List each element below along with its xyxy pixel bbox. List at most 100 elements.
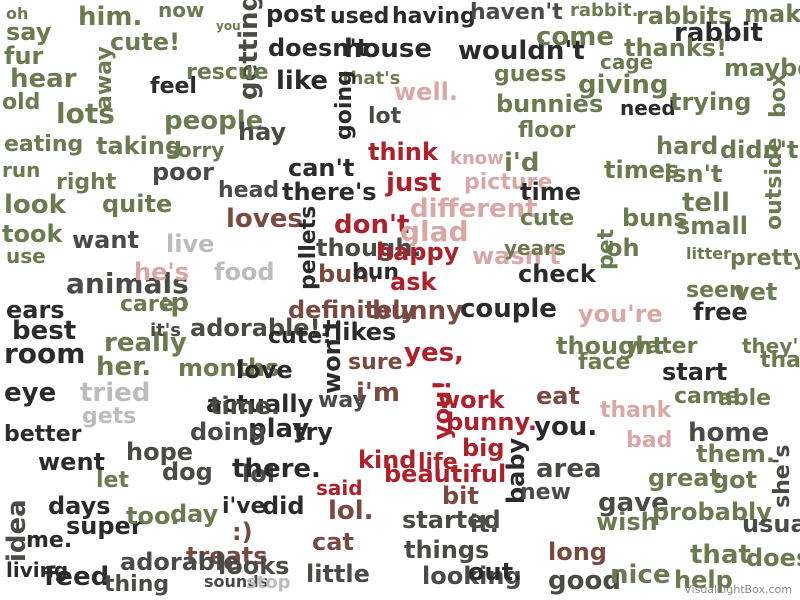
cloud-word: cage (600, 50, 654, 74)
cloud-word: though. (316, 234, 422, 262)
cloud-word: maybe (724, 54, 800, 82)
cloud-word: box (766, 72, 791, 118)
cloud-word: able (718, 386, 772, 411)
cloud-word: bun (352, 260, 400, 285)
cloud-word: sure (348, 350, 403, 375)
cloud-word: vet (734, 278, 778, 306)
cloud-word: happy (376, 238, 460, 266)
cloud-word: lot (368, 104, 402, 129)
cloud-word: getting (234, 0, 264, 100)
cloud-word: i'm (356, 378, 400, 408)
cloud-word: come (536, 22, 614, 52)
cloud-word: tried (80, 378, 151, 408)
cloud-word: day (170, 500, 219, 528)
cloud-word: new (520, 480, 571, 505)
cloud-word: them. (696, 440, 775, 468)
cloud-word: you're (578, 300, 663, 328)
cloud-word: room (4, 337, 86, 370)
cloud-word: live (166, 230, 215, 258)
cloud-word: him. (78, 2, 143, 32)
cloud-word: you. (534, 412, 598, 442)
cloud-word: started (402, 506, 501, 534)
cloud-word: right (56, 170, 117, 195)
cloud-word: litter (686, 244, 732, 263)
cloud-word: her. (96, 352, 152, 382)
cloud-word: face (578, 350, 631, 375)
cloud-word: beautiful (384, 460, 507, 488)
cloud-word: work (438, 386, 505, 414)
cloud-word: lol. (328, 496, 374, 526)
cloud-word: trying (670, 88, 752, 116)
cloud-word: feel (150, 74, 197, 99)
cloud-word: poor (152, 158, 214, 186)
cloud-word: thing (104, 572, 170, 597)
cloud-word: way (318, 388, 367, 413)
cloud-word: bad (626, 428, 673, 453)
cloud-word: house (344, 34, 432, 64)
cloud-word: help (674, 566, 733, 594)
cloud-word: times (604, 156, 680, 184)
cloud-word: want (72, 226, 139, 254)
cloud-word: small (676, 212, 748, 240)
cloud-word: thought (556, 332, 664, 360)
cloud-word: did (262, 492, 305, 520)
cloud-word: old (2, 90, 41, 115)
cloud-word: area (536, 454, 602, 484)
cloud-word: living (6, 558, 69, 582)
cloud-word: days (48, 492, 111, 520)
cloud-word: dog (162, 458, 213, 486)
cloud-word: super (66, 512, 143, 540)
cloud-word: there's (282, 178, 377, 206)
cloud-word: picture (464, 170, 553, 195)
cloud-word: great (648, 464, 721, 492)
cloud-word: looks (218, 552, 290, 580)
cloud-word: make (744, 0, 800, 28)
cloud-word: gave (598, 488, 669, 518)
cloud-word: that (690, 540, 751, 570)
cloud-word: different (410, 194, 538, 224)
cloud-word: think (368, 138, 438, 166)
cloud-word: lol (242, 460, 275, 488)
cloud-word: home (688, 418, 770, 448)
cloud-word: got (712, 466, 758, 494)
cloud-word: used (330, 4, 390, 29)
cloud-word: time. (210, 392, 281, 420)
cloud-word: best (12, 316, 77, 346)
cloud-word: stop (246, 572, 291, 593)
cloud-word: seen (686, 278, 745, 303)
cloud-word: isn't (664, 160, 723, 188)
cloud-word: sorry (166, 138, 225, 162)
cloud-word: ears (6, 296, 65, 324)
cloud-word: like (276, 66, 329, 96)
cloud-word: rabbit. (570, 0, 639, 21)
cloud-word: time (520, 178, 581, 206)
cloud-word: doesn't (268, 34, 369, 62)
cloud-word: they're (742, 334, 800, 358)
cloud-word: quite (102, 190, 173, 218)
cloud-word: does (746, 544, 800, 572)
cloud-word: bunny (372, 296, 464, 326)
cloud-word: nice (610, 560, 671, 590)
cloud-word: don't (334, 210, 410, 240)
cloud-word: lots (56, 97, 115, 130)
cloud-word: now (158, 0, 205, 22)
cloud-word: rescue (186, 60, 269, 85)
cloud-word: it. (470, 510, 499, 538)
cloud-word: head (218, 178, 280, 203)
cloud-word: me. (26, 528, 73, 553)
cloud-word: can't (288, 154, 355, 182)
cloud-word: taking (96, 132, 183, 160)
cloud-word: life (418, 450, 458, 475)
cloud-word: rabbits (636, 2, 733, 30)
cloud-word: too. (126, 502, 180, 530)
cloud-word: water (626, 334, 698, 359)
cloud-word: eat (536, 382, 580, 410)
cloud-word: there. (232, 454, 321, 484)
cloud-word: pretty (730, 246, 800, 271)
cloud-word: outside (762, 137, 787, 230)
cloud-word: fur (4, 42, 44, 70)
cloud-word: tell (682, 188, 730, 218)
cloud-word: animals (66, 267, 189, 300)
cloud-word: yes, (404, 338, 464, 368)
cloud-word: ask (390, 268, 437, 296)
